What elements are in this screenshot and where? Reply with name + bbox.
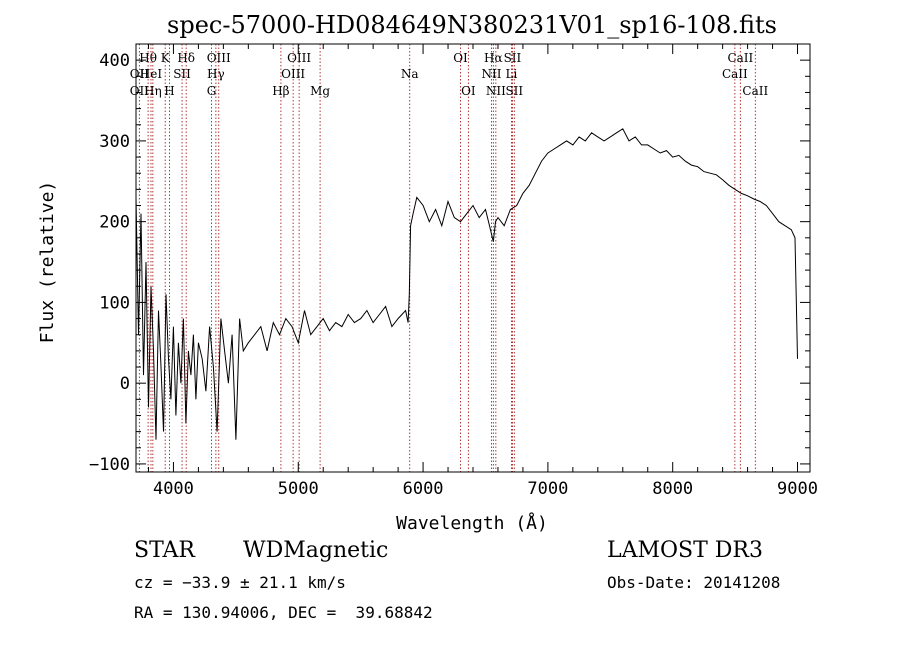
line-label: K — [161, 51, 171, 65]
line-label: NII — [481, 67, 501, 81]
x-tick-label: 9000 — [777, 479, 818, 499]
object-subclass: WDMagnetic — [243, 538, 389, 563]
spectrum-line — [135, 128, 798, 440]
line-label: OII — [130, 67, 150, 81]
y-tick-label: 100 — [99, 293, 130, 313]
coordinates: RA = 130.94006, DEC = 39.68842 — [134, 603, 433, 622]
y-tick-label: 0 — [120, 374, 130, 394]
line-label: OI — [453, 51, 468, 65]
x-tick-label: 5000 — [278, 479, 319, 499]
line-label: HeI — [140, 67, 163, 81]
line-label: Hβ — [272, 84, 289, 98]
x-tick-label: 7000 — [527, 479, 568, 499]
y-tick-label: 400 — [99, 51, 130, 71]
line-label: Mg — [310, 84, 330, 98]
emission-lines-group — [138, 44, 756, 472]
y-tick-label: 300 — [99, 132, 130, 152]
survey-name: LAMOST DR3 — [607, 538, 763, 563]
observation-date: Obs-Date: 20141208 — [607, 573, 781, 592]
y-tick-label: 200 — [99, 213, 130, 233]
line-label: OIII — [287, 51, 311, 65]
x-tick-label: 4000 — [153, 479, 194, 499]
line-labels-group: OII OII Hθ HeI Hη K H SII Hδ OIII Hγ G Hβ OIII OIII Mg N… — [130, 51, 769, 98]
line-label: SII — [505, 84, 523, 98]
line-label: Hα — [484, 51, 503, 65]
line-label: CaII — [727, 51, 753, 65]
redshift-velocity: cz = −33.9 ± 21.1 km/s — [134, 573, 346, 592]
line-label: SII — [504, 51, 522, 65]
line-label: OI — [461, 84, 476, 98]
x-tick-label: 6000 — [403, 479, 444, 499]
spectrum-series — [135, 128, 798, 440]
line-label: SII — [173, 67, 191, 81]
line-label: Li — [506, 67, 518, 81]
y-tick-label: −100 — [89, 455, 130, 475]
line-label: G — [207, 84, 217, 98]
line-label: H — [164, 84, 174, 98]
line-label: OIII — [281, 67, 305, 81]
chart-title: spec-57000-HD084649N380231V01_sp16-108.f… — [167, 11, 777, 39]
line-label: NII — [486, 84, 506, 98]
line-label: OII — [130, 84, 150, 98]
line-label: Hδ — [177, 51, 195, 65]
line-label: Hη — [144, 84, 162, 98]
line-label: Na — [401, 67, 419, 81]
y-axis: −100 0 100 200 300 400 — [89, 51, 810, 475]
x-axis: 4000 5000 6000 7000 8000 9000 — [147, 44, 818, 499]
line-label: CaII — [742, 84, 768, 98]
y-axis-label: Flux (relative) — [37, 181, 58, 344]
x-tick-label: 8000 — [652, 479, 693, 499]
line-label: Hθ — [139, 51, 157, 65]
object-class: STAR — [134, 538, 195, 563]
line-label: CaII — [722, 67, 748, 81]
x-axis-label: Wavelength (Å) — [396, 512, 548, 534]
line-label: Hγ — [207, 67, 225, 81]
line-label: OIII — [207, 51, 231, 65]
